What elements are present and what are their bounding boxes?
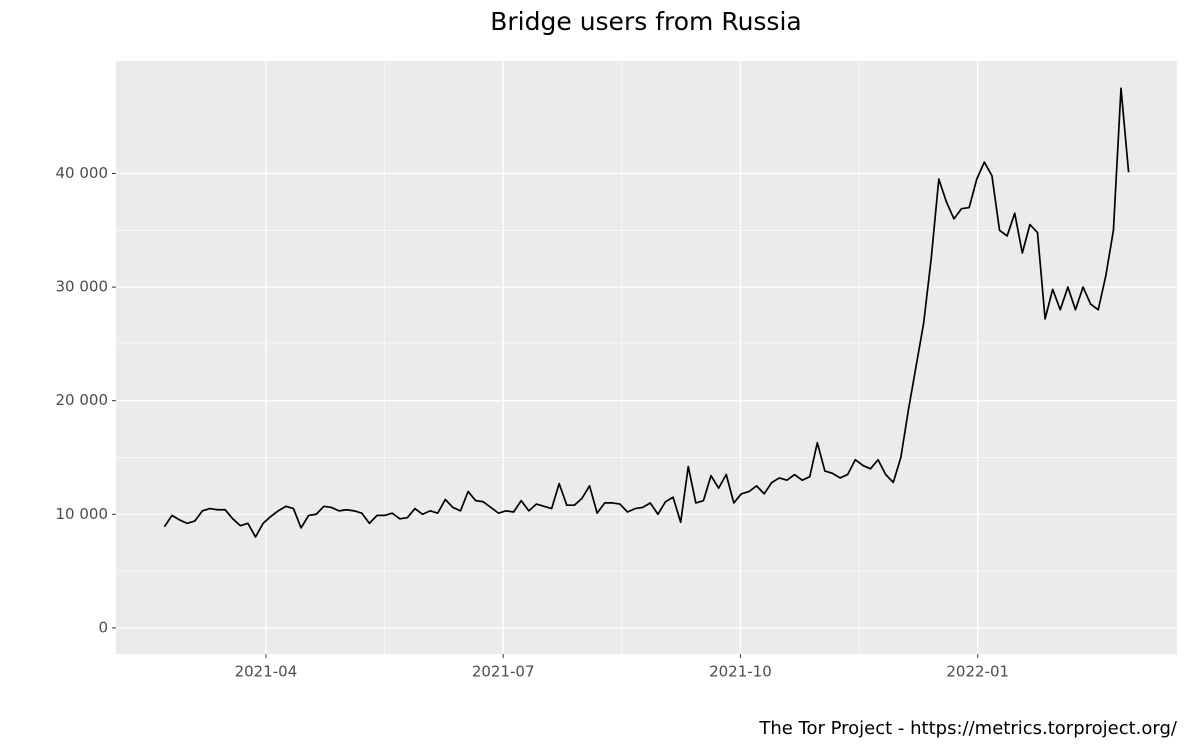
caption: The Tor Project - https://metrics.torpro… [758, 718, 1178, 739]
x-tick-label: 2022-01 [946, 663, 1009, 681]
plot-panel [116, 61, 1177, 654]
chart-title: Bridge users from Russia [490, 7, 801, 36]
x-tick-label: 2021-10 [709, 663, 772, 681]
data-line [163, 87, 1130, 538]
y-tick-label: 0 [98, 618, 108, 636]
y-tick-label: 20 000 [56, 391, 109, 409]
y-tick-label: 40 000 [56, 164, 109, 182]
y-tick-label: 10 000 [56, 505, 109, 523]
x-tick-label: 2021-07 [472, 663, 535, 681]
y-tick-label: 30 000 [56, 278, 109, 296]
x-tick-label: 2021-04 [235, 663, 298, 681]
